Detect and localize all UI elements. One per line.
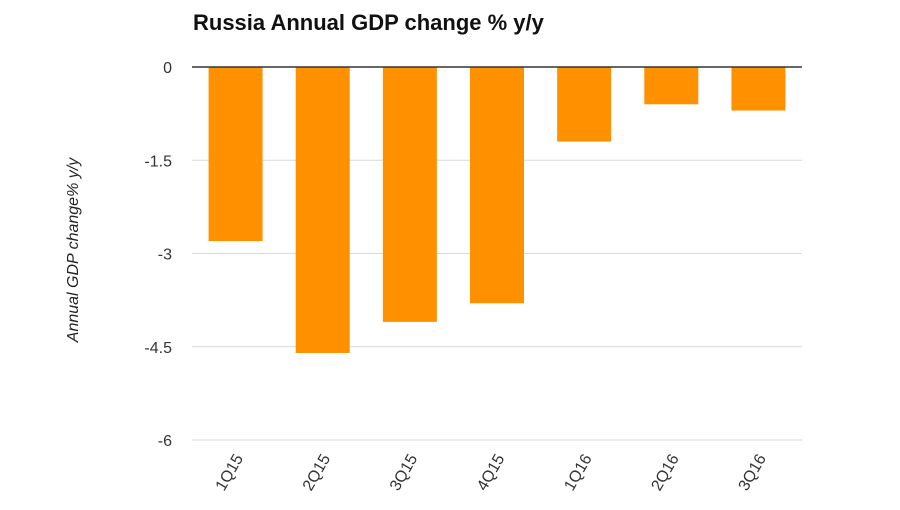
x-tick-label: 3Q16 bbox=[736, 451, 770, 493]
x-tick-label: 1Q16 bbox=[561, 451, 595, 493]
bar-1q15 bbox=[208, 67, 263, 242]
x-tick-labels: 1Q15 2Q15 3Q15 4Q15 1Q16 2Q16 3Q16 bbox=[213, 451, 770, 493]
x-tick-label: 1Q15 bbox=[213, 451, 247, 493]
x-tick-label: 2Q15 bbox=[300, 451, 334, 493]
x-tick-label: 4Q15 bbox=[474, 451, 508, 493]
y-tick-labels: 0 -1.5 -3 -4.5 -6 bbox=[144, 60, 172, 450]
bar-4q15 bbox=[470, 67, 524, 304]
bar-3q16 bbox=[731, 67, 786, 111]
bar-2q15 bbox=[295, 67, 350, 353]
y-tick-label: -6 bbox=[158, 433, 172, 450]
y-tick-label: 0 bbox=[163, 60, 172, 77]
x-tick-label: 2Q16 bbox=[648, 451, 682, 493]
y-tick-label: -1.5 bbox=[144, 153, 172, 170]
bar-2q16 bbox=[644, 67, 699, 105]
y-tick-label: -4.5 bbox=[144, 340, 172, 357]
bar-1q16 bbox=[557, 67, 612, 142]
bar-3q15 bbox=[382, 67, 437, 322]
chart-title: Russia Annual GDP change % y/y bbox=[193, 10, 544, 35]
bars bbox=[208, 67, 786, 353]
y-tick-label: -3 bbox=[158, 247, 172, 264]
x-tick-label: 3Q15 bbox=[387, 451, 421, 493]
